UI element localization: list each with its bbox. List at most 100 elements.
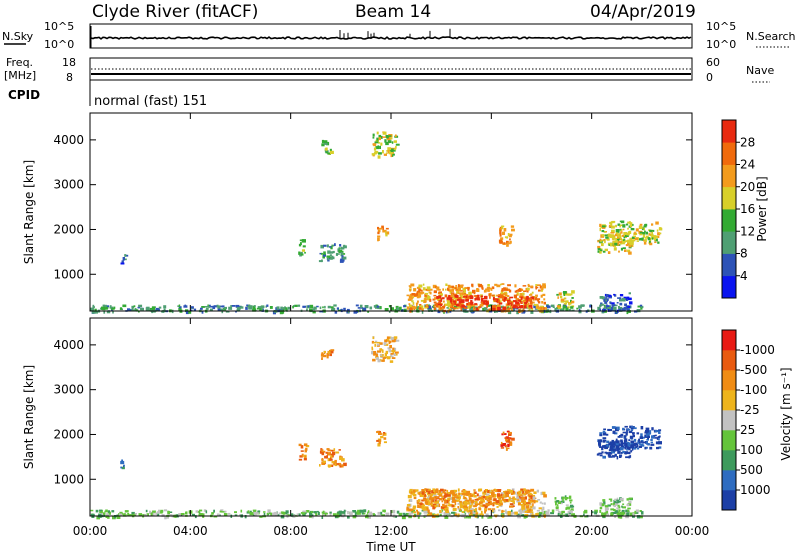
power-scatter-cell xyxy=(517,299,520,302)
power-scatter-cell xyxy=(457,306,460,309)
power-scatter-cell xyxy=(332,250,335,254)
power-scatter-cell xyxy=(120,262,125,265)
velocity-scatter-cell xyxy=(530,496,533,500)
velocity-scatter-cell xyxy=(526,502,530,504)
power-scatter-cell xyxy=(248,307,253,310)
power-scatter-cell xyxy=(614,233,618,237)
velocity-scatter-cell xyxy=(332,513,337,516)
power-scatter-cell xyxy=(483,300,487,303)
power-scatter-cell xyxy=(323,251,326,255)
velocity-scatter-cell xyxy=(408,515,412,519)
power-scatter-cell xyxy=(383,230,387,232)
velocity-scatter-cell xyxy=(431,513,436,517)
power-scatter-cell xyxy=(545,309,550,311)
velocity-scatter-cell xyxy=(247,510,250,513)
velocity-scatter-cell xyxy=(502,443,507,447)
velocity-scatter-cell xyxy=(445,504,447,508)
power-scatter-cell xyxy=(503,228,507,232)
power-scatter-cell xyxy=(524,297,527,302)
power-scatter-cell xyxy=(316,305,319,308)
velocity-scatter-cell xyxy=(372,358,376,362)
power-scatter-cell xyxy=(647,237,651,241)
velocity-scatter-cell xyxy=(266,512,269,516)
power-scatter-cell xyxy=(298,243,302,247)
velocity-scatter-cell xyxy=(488,495,492,498)
velocity-scatter-cell xyxy=(456,494,460,497)
velocity-scatter-cell xyxy=(116,515,121,519)
power-scatter-cell xyxy=(391,141,394,144)
power-scatter-cell xyxy=(407,298,412,301)
power-scatter-cell xyxy=(524,303,527,307)
power-scatter-cell xyxy=(221,310,224,314)
velocity-scatter-cell xyxy=(532,503,534,507)
power-scatter-cell xyxy=(406,294,410,297)
velocity-scatter-cell xyxy=(395,353,398,356)
power-scatter-cell xyxy=(355,304,359,307)
velocity-scatter-cell xyxy=(628,497,633,500)
velocity-scatter-cell xyxy=(607,504,611,507)
velocity-scatter-cell xyxy=(617,447,621,451)
velocity-scatter-cell xyxy=(602,445,605,448)
power-scatter-cell xyxy=(603,231,606,233)
power-scatter-cell xyxy=(419,304,422,307)
velocity-scatter-cell xyxy=(378,432,382,435)
power-scatter-cell xyxy=(208,306,211,308)
velocity-scatter-cell xyxy=(320,353,325,357)
velocity-scatter-cell xyxy=(329,458,333,461)
power-scatter-cell xyxy=(441,305,444,308)
velocity-scatter-cell xyxy=(406,506,410,510)
power-scatter-cell xyxy=(451,298,455,303)
velocity-scatter-cell xyxy=(373,353,378,356)
power-scatter-cell xyxy=(613,293,616,296)
power-scatter-cell xyxy=(385,141,389,146)
velocity-scatter-cell xyxy=(376,431,380,434)
power-scatter-cell xyxy=(597,245,601,249)
velocity-scatter-cell xyxy=(528,499,531,503)
power-scatter-cell xyxy=(338,247,341,250)
range-tick-label: 2000 xyxy=(53,427,84,441)
power-scatter-cell xyxy=(463,289,466,293)
velocity-scatter-cell xyxy=(658,441,662,445)
power-scatter-cell xyxy=(481,302,485,305)
velocity-scatter-cell xyxy=(479,496,483,500)
velocity-scatter-cell xyxy=(606,440,610,444)
power-scatter-cell xyxy=(530,301,533,305)
velocity-scatter-cell xyxy=(627,443,630,447)
velocity-scatter-cell xyxy=(631,426,634,428)
power-scatter-cell xyxy=(618,308,622,312)
nave-tick-bottom: 0 xyxy=(706,71,713,84)
power-scatter-cell xyxy=(318,260,322,263)
range-tick-label: 4000 xyxy=(53,338,84,352)
velocity-scatter-cell xyxy=(609,447,614,451)
velocity-scatter-cell xyxy=(376,345,380,347)
velocity-scatter-cell xyxy=(498,497,502,500)
velocity-scatter-cell xyxy=(441,490,445,494)
power-scatter-cell xyxy=(379,135,383,139)
power-scatter-cell xyxy=(530,296,535,300)
power-scatter-cell xyxy=(478,306,482,309)
velocity-scatter-cell xyxy=(327,449,332,452)
power-scatter-cell xyxy=(623,239,626,241)
power-scatter-cell xyxy=(419,305,424,309)
velocity-scatter-cell xyxy=(460,502,465,505)
velocity-scatter-cell xyxy=(458,496,461,499)
velocity-scatter-cell xyxy=(640,440,643,443)
velocity-scatter-cell xyxy=(626,498,629,501)
velocity-scatter-cell xyxy=(570,505,575,508)
power-scatter-cell xyxy=(522,285,527,287)
velocity-scatter-cell xyxy=(508,432,512,436)
velocity-scatter-cell xyxy=(554,497,557,500)
velocity-scatter-cell xyxy=(603,428,606,431)
velocity-scatter-cell xyxy=(615,427,617,431)
velocity-scatter-cell xyxy=(322,354,327,358)
power-scatter-cell xyxy=(599,223,602,228)
velocity-scatter-cell xyxy=(160,509,164,513)
velocity-scatter-cell xyxy=(615,503,618,506)
power-scatter-cell xyxy=(619,224,624,226)
velocity-scatter-cell xyxy=(508,496,511,500)
velocity-scatter-cell xyxy=(249,512,254,516)
power-scatter-cell xyxy=(639,232,643,236)
velocity-scatter-cell xyxy=(627,503,632,506)
power-scatter-cell xyxy=(409,288,412,292)
velocity-scatter-cell xyxy=(408,508,412,512)
